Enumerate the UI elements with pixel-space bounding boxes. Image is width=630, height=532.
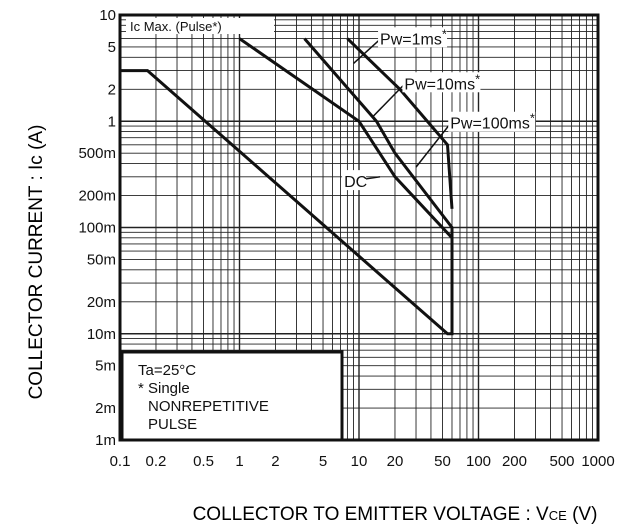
y-tick-label: 5m <box>95 358 116 375</box>
y-axis-title: COLLECTOR CURRENT : Ic (A) <box>26 125 47 400</box>
legend-ta: Ta=25°C <box>138 362 196 379</box>
y-tick-label: 200m <box>78 188 116 205</box>
annotation-leader <box>353 38 381 64</box>
annotation-background <box>402 72 481 93</box>
x-tick-label: 0.1 <box>110 453 131 470</box>
annotation-label: Pw=1ms* <box>380 26 447 48</box>
plot-frame <box>118 13 600 442</box>
y-tick-label: 5 <box>108 39 116 56</box>
x-axis-title: COLLECTOR TO EMITTER VOLTAGE : VCE (V) <box>193 504 598 525</box>
x-axis-title-unit: (V) <box>567 504 598 525</box>
annotation-text: Pw=100ms <box>450 116 530 133</box>
tick-labels: 0.1 0.2 0.5 1 2 5 10 20 50 100 200 500 1000 10 5 2 1 500m… <box>78 7 614 470</box>
annotation-sup: * <box>475 71 480 86</box>
x-tick-label: 0.2 <box>146 453 167 470</box>
x-tick-label: 100 <box>466 453 491 470</box>
y-tick-label: 500m <box>78 145 116 162</box>
annotation-background <box>378 27 448 48</box>
x-tick-label: 0.5 <box>193 453 214 470</box>
annotation-leader <box>372 83 405 118</box>
annotation-text: DC <box>344 174 367 191</box>
x-tick-label: 50 <box>434 453 451 470</box>
ic-max-label: Ic Max. (Pulse*) <box>130 19 222 34</box>
x-tick-label: 200 <box>502 453 527 470</box>
curve-pw-1ms <box>346 37 454 209</box>
legend-nonrepetitive: NONREPETITIVE <box>148 398 269 415</box>
x-tick-label: 10 <box>351 453 368 470</box>
y-tick-label: 10m <box>87 326 116 343</box>
annotation-sup: * <box>530 111 535 126</box>
legend-box: Ta=25°C * Single NONREPETITIVE PULSE <box>120 350 344 442</box>
curve-pw-10ms <box>303 37 454 244</box>
ic-max-label-group: Ic Max. (Pulse*) <box>126 18 274 34</box>
annotation-label: Pw=100ms* <box>450 111 535 133</box>
legend-frame <box>120 350 344 442</box>
y-tick-label: 2m <box>95 400 116 417</box>
curve-dc <box>120 69 454 336</box>
annotation-label: DC <box>344 174 367 191</box>
annotations: Pw=1ms*Pw=10ms*Pw=100ms*DC <box>342 26 536 191</box>
ic-max-label-background <box>126 18 274 34</box>
y-tick-label: 10 <box>99 7 116 24</box>
annotation-sup: * <box>442 26 447 41</box>
x-axis-title-main: COLLECTOR TO EMITTER VOLTAGE : V <box>193 504 549 525</box>
legend-single: * Single <box>138 380 190 397</box>
x-tick-label: 1000 <box>581 453 614 470</box>
x-tick-label: 5 <box>319 453 327 470</box>
annotation-background <box>448 111 536 132</box>
curve-pw-100ms <box>238 37 454 244</box>
annotation-text: Pw=10ms <box>404 76 475 93</box>
x-tick-label: 20 <box>387 453 404 470</box>
y-tick-label: 20m <box>87 294 116 311</box>
annotation-background <box>342 170 367 191</box>
y-tick-label: 2 <box>108 81 116 98</box>
annotation-label: Pw=10ms* <box>404 71 480 93</box>
y-tick-label: 50m <box>87 251 116 268</box>
y-tick-label: 1m <box>95 432 116 449</box>
y-tick-label: 1 <box>108 113 116 130</box>
x-tick-label: 2 <box>271 453 279 470</box>
y-tick-label: 100m <box>78 220 116 237</box>
x-tick-label: 500 <box>550 453 575 470</box>
annotation-text: Pw=1ms <box>380 31 442 48</box>
x-axis-title-sub: CE <box>549 508 567 523</box>
annotation-leader <box>415 123 451 168</box>
x-tick-label: 1 <box>235 453 243 470</box>
curves <box>120 37 454 336</box>
legend-pulse: PULSE <box>148 416 197 433</box>
